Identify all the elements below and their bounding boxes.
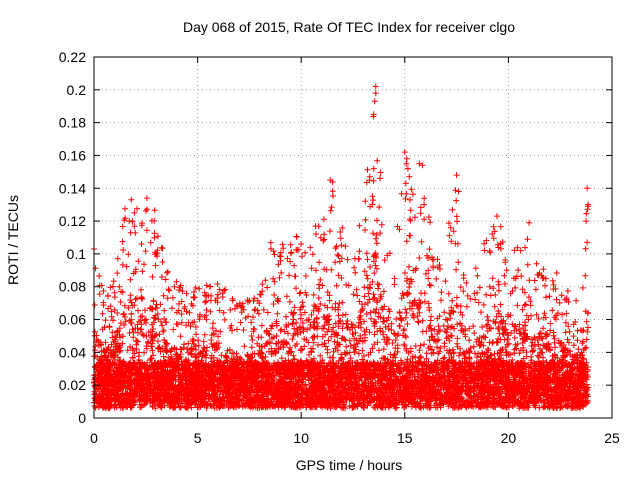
x-tick-label: 20 [501, 430, 517, 446]
grid [94, 57, 612, 418]
y-tick-label: 0.1 [67, 246, 87, 262]
y-tick-label: 0.22 [59, 49, 86, 65]
y-tick-label: 0 [78, 410, 86, 426]
x-tick-label: 25 [604, 430, 620, 446]
x-tick-label: 0 [90, 430, 98, 446]
y-axis-label: ROTI / TECUs [5, 195, 21, 285]
y-tick-label: 0.04 [59, 344, 86, 360]
y-tick-label: 0.02 [59, 377, 86, 393]
y-tick-label: 0.12 [59, 213, 86, 229]
y-tick-label: 0.06 [59, 312, 86, 328]
roti-points [91, 83, 592, 412]
y-tick-label: 0.08 [59, 279, 86, 295]
x-tick-label: 10 [293, 430, 309, 446]
y-tick-label: 0.18 [59, 115, 86, 131]
y-tick-label: 0.2 [67, 82, 87, 98]
plot-frame [93, 56, 613, 419]
x-tick-label: 5 [194, 430, 202, 446]
y-tick-label: 0.16 [59, 147, 86, 163]
y-tick-label: 0.14 [59, 180, 86, 196]
x-tick-label: 15 [397, 430, 413, 446]
data-points [91, 83, 592, 412]
x-axis-ticks: 0 5 10 15 20 25 [90, 57, 620, 446]
chart-title: Day 068 of 2015, Rate Of TEC Index for r… [183, 19, 515, 35]
x-axis-label: GPS time / hours [296, 457, 403, 473]
y-axis-ticks: 0 0.02 0.04 0.06 0.08 0.1 0.12 0.14 0.16 0.18 0.2 0… [59, 49, 612, 426]
